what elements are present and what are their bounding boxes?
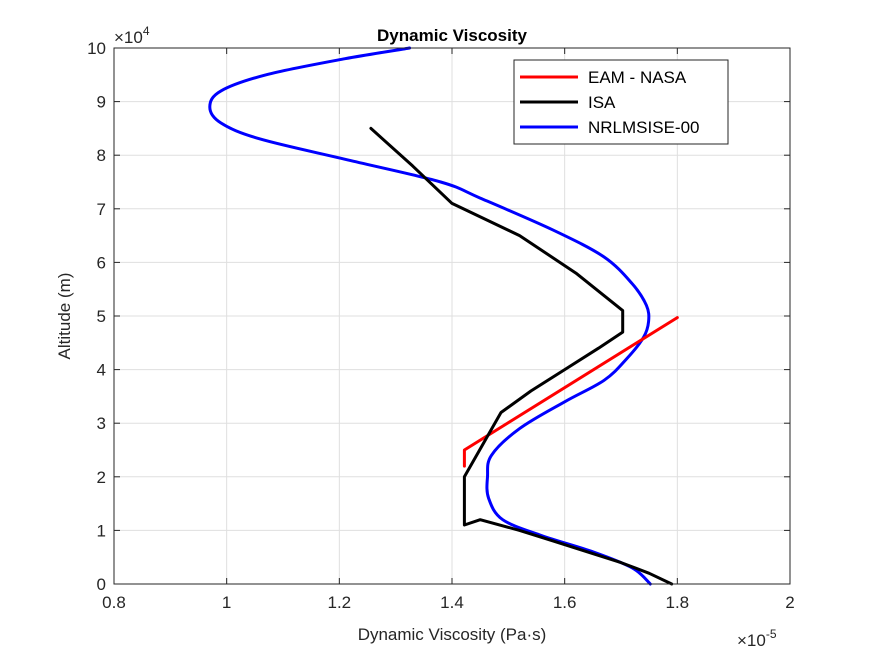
y-tick-label: 3 — [97, 414, 106, 433]
y-tick-label: 2 — [97, 468, 106, 487]
y-tick-label: 5 — [97, 307, 106, 326]
x-tick-label: 2 — [785, 593, 794, 612]
x-tick-label: 1.4 — [440, 593, 464, 612]
y-tick-label: 4 — [97, 361, 106, 380]
legend-label-nrlmsise-00: NRLMSISE-00 — [588, 118, 699, 137]
legend: EAM - NASA ISA NRLMSISE-00 — [513, 59, 729, 145]
y-tick-label: 1 — [97, 521, 106, 540]
y-tick-label: 7 — [97, 200, 106, 219]
ticks: 0.8 1 1.2 1.4 1.6 1.8 2 0 1 2 3 4 5 6 7 8 9 10 — [87, 39, 795, 612]
y-tick-label: 9 — [97, 93, 106, 112]
x-multiplier: ×10 — [737, 631, 766, 650]
x-tick-label: 0.8 — [102, 593, 126, 612]
x-tick-label: 1.2 — [328, 593, 352, 612]
series-line-eam-nasa — [462, 316, 679, 468]
y-tick-label: 10 — [87, 39, 106, 58]
y-tick-label: 6 — [97, 253, 106, 272]
y-tick-label: 8 — [97, 146, 106, 165]
series-layer — [208, 46, 679, 586]
legend-label-eam-nasa: EAM - NASA — [588, 68, 687, 87]
x-axis-label: Dynamic Viscosity (Pa·s) — [358, 625, 547, 644]
chart-title: Dynamic Viscosity — [377, 26, 527, 45]
x-tick-label: 1 — [222, 593, 231, 612]
x-axis-exponent: ×10-5 — [737, 627, 777, 650]
legend-label-isa: ISA — [588, 93, 616, 112]
y-multiplier: ×10 — [114, 28, 143, 47]
series-line-isa — [369, 126, 674, 586]
y-axis-exponent: ×104 — [114, 24, 150, 47]
legend-items: EAM - NASA ISA NRLMSISE-00 — [520, 68, 699, 137]
x-exponent: -5 — [766, 627, 777, 641]
y-tick-label: 0 — [97, 575, 106, 594]
x-tick-label: 1.6 — [553, 593, 577, 612]
x-tick-label: 1.8 — [666, 593, 690, 612]
series-line-nrlmsise-00 — [208, 46, 652, 586]
y-exponent: 4 — [143, 24, 150, 38]
y-axis-label: Altitude (m) — [55, 273, 74, 360]
